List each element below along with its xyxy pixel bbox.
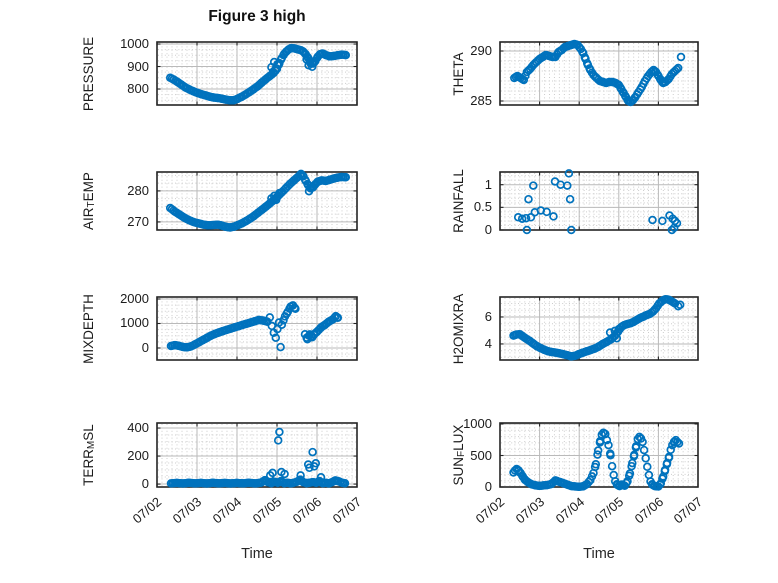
h2omixra-axes-box <box>499 296 699 361</box>
h2omixra-ytick-label: 4 <box>484 335 492 351</box>
theta-ylabel: THETA <box>448 4 468 144</box>
mixdepth-ytick-label: 0 <box>141 339 149 355</box>
terr_msl-ytick-label: 0 <box>141 476 149 492</box>
rainfall-axes-box <box>499 171 699 231</box>
theta-tick-marks <box>499 42 699 105</box>
rainfall-major-grid <box>500 172 698 230</box>
h2omixra-subplot <box>499 294 699 361</box>
air_temp-ylabel-text: EMP <box>80 172 96 202</box>
terr_msl-minor-grid <box>158 424 356 486</box>
sun_flux-ylabel-text: SUN <box>450 456 466 486</box>
theta-ylabel-text: THETA <box>450 51 466 96</box>
h2omixra-markers <box>509 294 685 361</box>
mixdepth-ylabel: MIXDEPTH <box>78 259 98 399</box>
x-axis-label-right: Time <box>583 546 615 562</box>
rainfall-ytick-label: 0.5 <box>473 199 492 215</box>
terr_msl-ylabel-text: SL <box>80 424 96 441</box>
air_temp-ytick-label: 280 <box>127 182 149 198</box>
theta-subplot <box>499 39 699 107</box>
mixdepth-markers <box>166 301 343 352</box>
terr_msl-subplot <box>156 422 358 488</box>
theta-ytick-label: 285 <box>470 93 492 108</box>
terr_msl-markers <box>166 427 350 488</box>
figure-title: Figure 3 high <box>208 8 306 25</box>
mixdepth-ytick-label: 1000 <box>120 315 149 331</box>
sun_flux-subplot <box>499 422 699 491</box>
terr_msl-ylabel-text: M <box>85 440 97 450</box>
sun_flux-ytick-label: 0 <box>484 479 492 494</box>
rainfall-subplot <box>499 169 699 235</box>
rainfall-ytick-label: 1 <box>484 176 492 192</box>
rainfall-ylabel-text: RAINFALL <box>450 169 466 233</box>
pressure-ytick-label: 900 <box>127 58 149 74</box>
pressure-ylabel-text: PRESSURE <box>80 36 96 111</box>
air_temp-markers <box>165 169 351 232</box>
sun_flux-ytick-label: 1000 <box>463 416 492 431</box>
sun_flux-major-grid <box>500 423 698 487</box>
rainfall-minor-grid <box>501 173 697 229</box>
h2omixra-ytick-label: 6 <box>484 308 492 324</box>
mixdepth-tick-marks <box>156 297 358 360</box>
pressure-ylabel: PRESSURE <box>78 4 98 144</box>
pressure-subplot <box>156 41 358 106</box>
air_temp-ytick-label: 270 <box>127 213 149 229</box>
pressure-ytick-label: 1000 <box>120 36 149 52</box>
mixdepth-ylabel-text: MIXDEPTH <box>80 293 96 364</box>
terr_msl-ytick-label: 400 <box>127 420 149 436</box>
rainfall-ytick-label: 0 <box>484 222 492 237</box>
h2omixra-ylabel-text: H2OMIXRA <box>450 293 466 364</box>
terr_msl-ylabel: TERR M SL <box>78 385 98 525</box>
theta-markers <box>510 39 686 107</box>
mixdepth-axes-box <box>156 296 358 361</box>
rainfall-markers <box>513 169 682 235</box>
air_temp-subplot <box>156 169 358 232</box>
air_temp-minor-grid <box>158 173 356 231</box>
pressure-ytick-label: 800 <box>127 81 149 97</box>
mixdepth-subplot <box>156 296 358 361</box>
sun_flux-ylabel: SUN F LUX <box>448 385 468 525</box>
air_temp-ylabel-text: T <box>85 201 97 208</box>
sun_flux-ytick-label: 500 <box>470 447 492 463</box>
rainfall-tick-marks <box>499 172 699 231</box>
air_temp-ylabel: AIR T EMP <box>78 131 98 271</box>
theta-axes-box <box>499 41 699 106</box>
air_temp-ylabel-text: AIR <box>80 207 96 230</box>
pressure-markers <box>165 43 351 105</box>
mixdepth-ytick-label: 2000 <box>120 290 149 306</box>
air_temp-axes-box <box>156 171 358 231</box>
terr_msl-ylabel-text: TERR <box>80 449 96 486</box>
sun_flux-markers <box>509 428 684 491</box>
sun_flux-ylabel-text: F <box>455 450 467 457</box>
terr_msl-ytick-label: 200 <box>127 448 149 464</box>
h2omixra-ylabel: H2OMIXRA <box>448 259 468 399</box>
sun_flux-ylabel-text: LUX <box>450 424 466 451</box>
rainfall-ylabel: RAINFALL <box>448 131 468 271</box>
pressure-axes-box <box>156 41 358 106</box>
x-axis-label-left: Time <box>241 546 273 562</box>
theta-ytick-label: 290 <box>470 43 492 58</box>
